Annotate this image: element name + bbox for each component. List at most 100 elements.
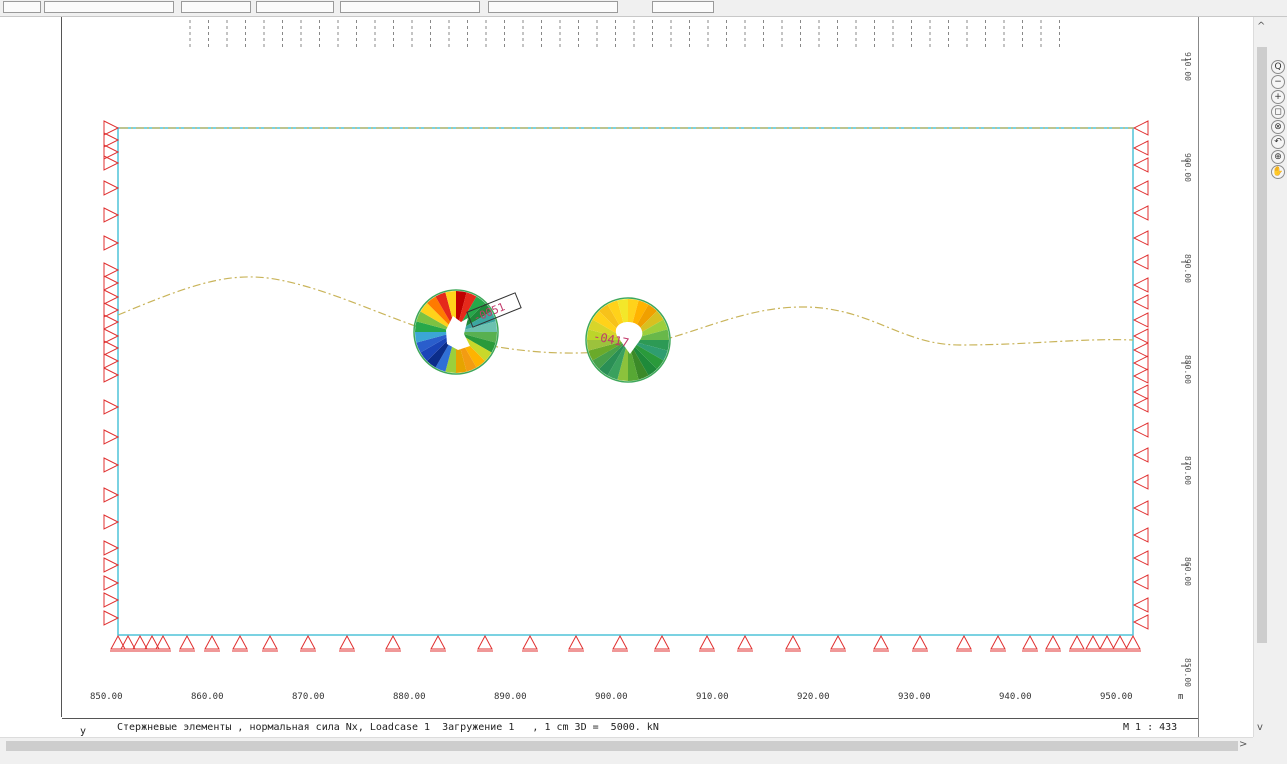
zoom-out-icon[interactable]: − [1271,75,1285,89]
tunnel-left-ring-segment [456,311,496,332]
horizontal-scroll-thumb[interactable] [6,741,1238,751]
bottom-support-icon [654,634,670,650]
bottom-support-icon [339,634,355,650]
vertical-scroll-thumb[interactable] [1257,47,1267,643]
scale-readout: M 1 : 433 [1123,722,1178,733]
bottom-support-icon [1069,634,1085,650]
left-support-icon [103,340,120,356]
right-support-icon [1132,422,1149,438]
left-support-icon [103,289,120,305]
x-axis-tick-label: 900.00 [595,692,628,702]
scroll-down-icon[interactable]: v [1257,722,1263,733]
right-support-icon [1132,368,1149,384]
bottom-support-icon [430,634,446,650]
left-support-icon [103,132,120,148]
toolbar-button-5[interactable] [340,1,480,13]
right-support-icon [1132,312,1149,328]
left-support-icon [103,557,120,573]
tunnel-right-ring-segment [607,340,628,380]
drawing-canvas[interactable]: -0051 -0417 [0,17,1253,737]
right-support-icon [1132,474,1149,490]
bottom-support-icon [612,634,628,650]
tunnel-right-ring-segment [628,340,668,361]
bottom-support-icon [144,634,160,650]
left-support-icon [103,328,120,344]
x-axis-tick-label: 880.00 [393,692,426,702]
y-axis-tick-label: 890.00 [1182,254,1192,283]
tunnel-right-ring-segment [617,340,628,381]
right-support-icon [1132,140,1149,156]
tunnel-left-ring-segment [415,321,456,332]
tunnel-right-ring-segment [587,329,628,340]
zoom-all-icon[interactable]: ⊗ [1271,120,1285,134]
left-support-icon [103,120,120,136]
zoom-previous-icon[interactable]: ↶ [1271,135,1285,149]
right-support-icon [1132,397,1149,413]
x-axis-tick-label: 920.00 [797,692,830,702]
right-support-icon [1132,342,1149,358]
right-support-icon [1132,614,1149,630]
x-axis-unit: m [1178,692,1184,702]
status-axis-label: y [80,726,87,737]
tunnel-right-ring-outline [585,297,671,383]
tunnel-left-ring-segment [420,303,456,332]
zoom-window-icon[interactable]: ◻ [1271,105,1285,119]
left-support-icon [103,487,120,503]
x-axis-tick-label: 910.00 [696,692,729,702]
canvas-frame-right [1198,17,1199,737]
tunnel-right-ring-segment [628,340,657,376]
right-support-icon [1132,500,1149,516]
x-axis-tick-label: 890.00 [494,692,527,702]
tunnel-left-ring-segment [416,332,456,353]
y-axis-tick-label: 860.00 [1182,557,1192,586]
bottom-support-icon [1112,634,1128,650]
left-support-icon [103,144,120,160]
bottom-support-icon [785,634,801,650]
left-support-icon [103,180,120,196]
zoom-icon[interactable]: Q [1271,60,1285,74]
tunnel-right-ring-segment [628,340,664,369]
right-support-icon [1132,574,1149,590]
bottom-support-icon [699,634,715,650]
y-axis-tick-label: 900.00 [1182,153,1192,182]
left-support-icon [103,262,120,278]
right-support-icon [1132,294,1149,310]
right-support-icon [1132,120,1149,136]
y-axis-tick-label: 870.00 [1182,456,1192,485]
toolbar-button-4[interactable] [256,1,334,13]
pan-icon[interactable]: ✋ [1271,165,1285,179]
bottom-support-icon [300,634,316,650]
left-support-icon [103,540,120,556]
right-support-icon [1132,157,1149,173]
bottom-support-icon [155,634,171,650]
scroll-up-icon[interactable]: ^ [1257,21,1266,32]
toolbar-button-6[interactable] [488,1,618,13]
tunnel-right-ring-hole [615,322,643,354]
bottom-support-icon [1085,634,1101,650]
status-bar: y Стержневые элементы , нормальная сила … [62,718,1198,738]
toolbar-button-2[interactable] [44,1,174,13]
bottom-support-icon [132,634,148,650]
bottom-support-icon [522,634,538,650]
right-support-icon [1132,328,1149,344]
scroll-right-icon[interactable]: > [1239,739,1248,750]
toolbar-button-3[interactable] [181,1,251,13]
zoom-in-icon[interactable]: + [1271,90,1285,104]
bottom-support-icon [1125,634,1141,650]
left-support-icon [103,610,120,626]
bottom-support-icon [110,634,126,650]
right-support-icon [1132,447,1149,463]
center-view-icon[interactable]: ⊕ [1271,150,1285,164]
x-axis-tick-label: 850.00 [90,692,123,702]
x-axis-tick-label: 950.00 [1100,692,1133,702]
left-support-icon [103,155,120,171]
bottom-strip [0,754,1287,764]
toolbar-button-1[interactable] [3,1,41,13]
bottom-support-icon [737,634,753,650]
tunnel-left-ring-hole [446,316,470,350]
vertical-scrollbar[interactable]: ^ v [1253,17,1271,737]
left-support-icon [103,592,120,608]
horizontal-scrollbar[interactable]: > [0,737,1253,755]
right-support-icon [1132,205,1149,221]
toolbar-button-7[interactable] [652,1,714,13]
